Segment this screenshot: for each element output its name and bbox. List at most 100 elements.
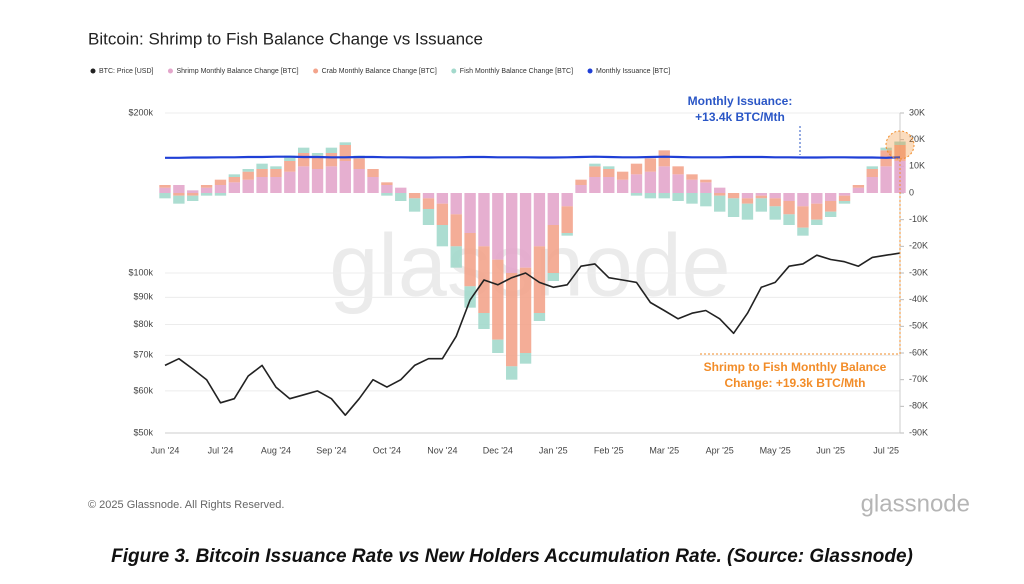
bar: [852, 185, 865, 188]
y2-tick-label: 10K: [909, 161, 925, 171]
bar: [270, 169, 282, 177]
bar: [714, 195, 726, 212]
series-line: [165, 155, 901, 159]
bar: [297, 166, 310, 193]
bar: [811, 203, 823, 220]
x-tick-label: Jan '25: [539, 445, 568, 455]
bar: [242, 169, 254, 172]
bar: [214, 185, 227, 193]
bar: [714, 193, 726, 196]
bar: [755, 193, 768, 196]
bar: [824, 193, 837, 201]
bar: [644, 171, 657, 193]
bar: [533, 313, 546, 321]
bar: [214, 193, 227, 196]
bar: [672, 193, 684, 201]
bar: [187, 193, 199, 196]
bar: [408, 198, 421, 212]
legend-label: Fish Monthly Balance Change [BTC]: [460, 68, 573, 75]
bar: [727, 193, 740, 199]
bar: [242, 171, 254, 180]
bar: [866, 177, 878, 193]
bar: [200, 187, 213, 193]
series-line: [164, 252, 901, 416]
bar: [436, 203, 449, 225]
bar: [339, 142, 351, 145]
bar: [422, 193, 435, 199]
bar: [270, 177, 282, 193]
bar: [547, 225, 559, 273]
bar: [228, 182, 241, 193]
bar: [173, 185, 185, 193]
bar: [686, 193, 698, 204]
bar: [242, 179, 254, 193]
bar: [311, 169, 324, 193]
x-tick-label: Nov '24: [427, 445, 457, 455]
bar: [769, 193, 781, 199]
bar: [547, 273, 559, 281]
bar: [492, 193, 504, 260]
bar: [603, 166, 615, 169]
bar: [700, 182, 712, 193]
caption: Figure 3. Bitcoin Issuance Rate vs New H…: [111, 546, 913, 567]
bar: [450, 193, 462, 215]
bar: [686, 174, 698, 180]
bar: [741, 203, 754, 220]
x-tick-label: Jul '25: [873, 445, 899, 455]
bar: [714, 187, 726, 193]
bar: [367, 169, 379, 177]
bar: [603, 177, 615, 193]
x-tick-label: Dec '24: [483, 445, 513, 455]
bar: [547, 193, 559, 225]
bar: [187, 195, 199, 201]
x-tick-label: Apr '25: [706, 445, 734, 455]
bar: [630, 163, 643, 175]
bar: [533, 193, 546, 247]
y-tick-label: $50k: [133, 427, 153, 437]
bar: [658, 193, 670, 199]
annotation: Change: +19.3k BTC/Mth: [724, 376, 865, 390]
bar: [395, 193, 407, 201]
bar: [492, 259, 504, 340]
bar: [589, 166, 601, 177]
bar: [464, 233, 476, 287]
bar: [506, 273, 518, 367]
bar: [755, 195, 768, 199]
x-tick-label: Jul '24: [208, 445, 234, 455]
annotation: Shrimp to Fish Monthly Balance: [704, 360, 887, 374]
x-tick-label: Jun '25: [816, 445, 845, 455]
bar: [783, 201, 795, 215]
bar: [741, 198, 754, 204]
bar: [422, 198, 435, 209]
x-tick-label: May '25: [760, 445, 791, 455]
highlight: [885, 130, 915, 160]
y-tick-label: $80k: [133, 319, 153, 329]
bar: [519, 353, 532, 364]
bar: [436, 225, 449, 247]
bar: [589, 163, 601, 167]
annotation: +13.4k BTC/Mth: [695, 110, 785, 124]
bar: [297, 147, 310, 153]
bar: [381, 193, 393, 196]
bar: [811, 193, 823, 204]
y-tick-label: $90k: [133, 292, 153, 302]
bar: [270, 166, 282, 169]
bar: [880, 166, 892, 193]
bar: [561, 206, 573, 233]
bar: [797, 206, 809, 228]
bar: [894, 145, 906, 161]
bar: [769, 198, 781, 207]
x-tick-label: Feb '25: [594, 445, 624, 455]
y2-tick-label: -80K: [909, 401, 928, 411]
y-tick-label: $70k: [133, 350, 153, 360]
bar: [159, 193, 171, 199]
y2-tick-label: -70K: [909, 374, 928, 384]
bar: [339, 145, 351, 161]
bar: [533, 246, 546, 313]
bar: [200, 185, 213, 188]
bar: [880, 147, 892, 151]
x-tick-label: Aug '24: [261, 445, 291, 455]
bar: [284, 161, 296, 172]
bar: [325, 166, 338, 193]
